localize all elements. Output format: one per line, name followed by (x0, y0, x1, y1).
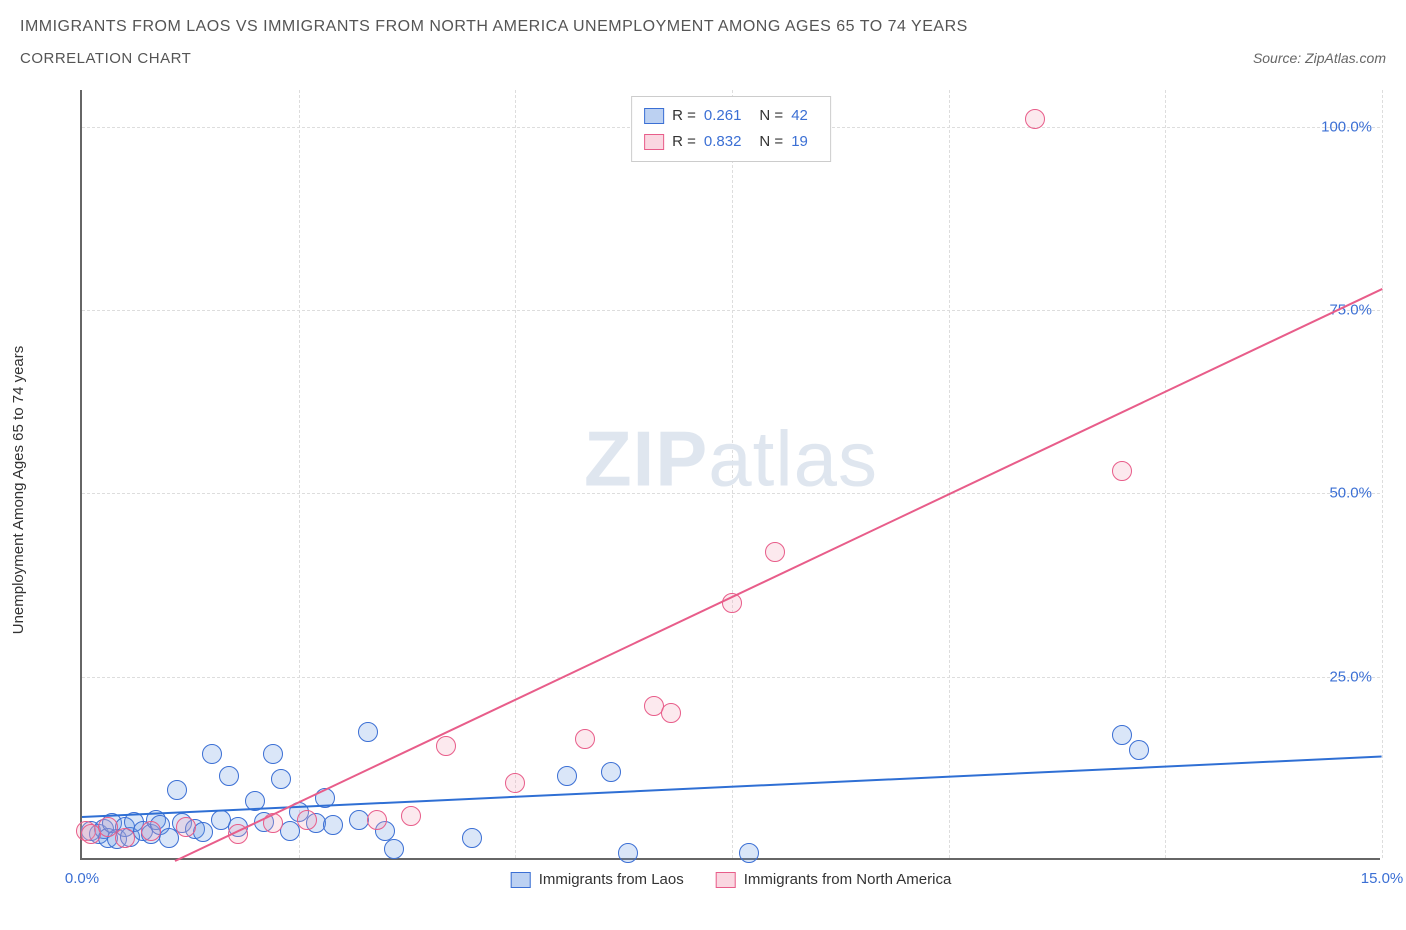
chart-title-line2: CORRELATION CHART (20, 50, 191, 67)
scatter-point (167, 780, 187, 800)
y-tick-label: 50.0% (1329, 485, 1372, 502)
x-tick-label: 0.0% (65, 870, 99, 887)
stats-row-series-1: R = 0.832 N = 19 (644, 129, 818, 155)
stats-legend: R = 0.261 N = 42 R = 0.832 N = 19 (631, 96, 831, 162)
stats-row-series-0: R = 0.261 N = 42 (644, 103, 818, 129)
gridline-h (82, 493, 1380, 494)
scatter-point (263, 744, 283, 764)
scatter-point (176, 817, 196, 837)
gridline-v (515, 90, 516, 858)
legend-label-series-1: Immigrants from North America (744, 871, 952, 888)
gridline-v (299, 90, 300, 858)
y-axis-label: Unemployment Among Ages 65 to 74 years (10, 346, 27, 635)
scatter-point (739, 843, 759, 863)
legend-swatch-series-1 (716, 872, 736, 888)
scatter-point (367, 810, 387, 830)
source-label: Source: ZipAtlas.com (1253, 50, 1386, 66)
n-label: N = (759, 129, 783, 155)
n-value-series-1: 19 (791, 129, 808, 155)
bottom-legend: Immigrants from Laos Immigrants from Nor… (511, 871, 952, 888)
legend-item-series-1: Immigrants from North America (716, 871, 952, 888)
watermark-zip: ZIP (584, 414, 708, 502)
gridline-v (949, 90, 950, 858)
r-label: R = (672, 129, 696, 155)
swatch-series-0 (644, 108, 664, 124)
r-value-series-0: 0.261 (704, 103, 742, 129)
scatter-point (401, 806, 421, 826)
scatter-point (505, 773, 525, 793)
scatter-point (1025, 109, 1045, 129)
scatter-point (115, 828, 135, 848)
title-block: IMMIGRANTS FROM LAOS VS IMMIGRANTS FROM … (0, 0, 1406, 75)
x-tick-label: 15.0% (1361, 870, 1404, 887)
gridline-v (1382, 90, 1383, 858)
scatter-point (384, 839, 404, 859)
plot-area: ZIPatlas R = 0.261 N = 42 R = 0.832 N = … (80, 90, 1380, 860)
r-value-series-1: 0.832 (704, 129, 742, 155)
scatter-point (618, 843, 638, 863)
scatter-point (297, 810, 317, 830)
scatter-point (193, 822, 213, 842)
gridline-v (1165, 90, 1166, 858)
legend-item-series-0: Immigrants from Laos (511, 871, 684, 888)
correlation-chart: Unemployment Among Ages 65 to 74 years Z… (20, 90, 1386, 910)
scatter-point (1112, 725, 1132, 745)
n-label: N = (759, 103, 783, 129)
scatter-point (358, 722, 378, 742)
watermark: ZIPatlas (584, 413, 878, 504)
scatter-point (202, 744, 222, 764)
trend-line (174, 288, 1382, 862)
y-tick-label: 100.0% (1321, 118, 1372, 135)
scatter-point (462, 828, 482, 848)
scatter-point (280, 821, 300, 841)
scatter-point (436, 736, 456, 756)
scatter-point (271, 769, 291, 789)
scatter-point (661, 703, 681, 723)
legend-swatch-series-0 (511, 872, 531, 888)
scatter-point (323, 815, 343, 835)
scatter-point (575, 729, 595, 749)
chart-title-line1: IMMIGRANTS FROM LAOS VS IMMIGRANTS FROM … (20, 18, 1386, 36)
scatter-point (219, 766, 239, 786)
scatter-point (141, 821, 161, 841)
r-label: R = (672, 103, 696, 129)
watermark-atlas: atlas (708, 414, 878, 502)
gridline-v (732, 90, 733, 858)
scatter-point (601, 762, 621, 782)
scatter-point (1129, 740, 1149, 760)
scatter-point (765, 542, 785, 562)
gridline-h (82, 310, 1380, 311)
gridline-h (82, 677, 1380, 678)
n-value-series-0: 42 (791, 103, 808, 129)
y-tick-label: 25.0% (1329, 668, 1372, 685)
scatter-point (1112, 461, 1132, 481)
scatter-point (557, 766, 577, 786)
swatch-series-1 (644, 134, 664, 150)
legend-label-series-0: Immigrants from Laos (539, 871, 684, 888)
